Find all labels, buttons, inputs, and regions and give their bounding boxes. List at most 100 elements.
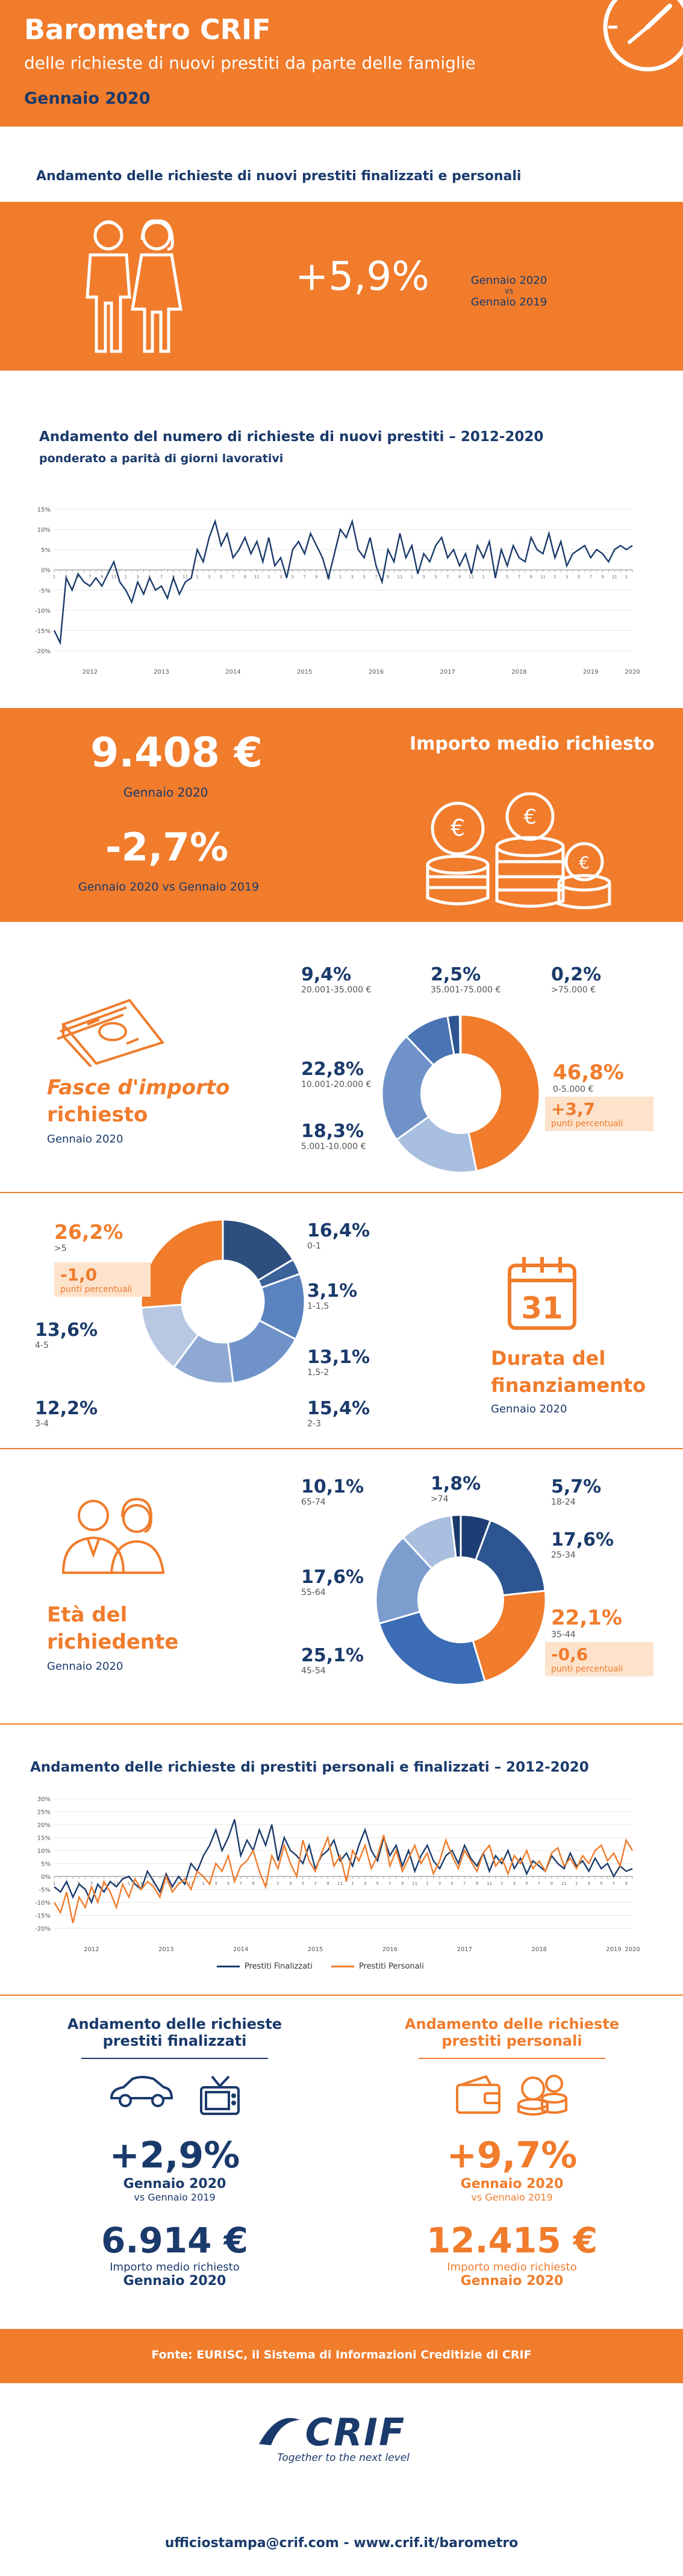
durata-date: Gennaio 2020 <box>491 1403 567 1415</box>
legend-finalizzati: Prestiti Finalizzati <box>217 1962 313 1971</box>
x-year-label: 2014 <box>225 669 240 675</box>
x-month-label: 5 <box>434 575 437 580</box>
x-month-label: 11 <box>114 1881 119 1886</box>
x-month-label: 9 <box>243 575 246 580</box>
fasce-value-2: 18,3% <box>301 1121 364 1142</box>
legend-personali: Prestiti Personali <box>331 1962 424 1971</box>
x-month-label: 7 <box>165 1881 167 1886</box>
finalizzati-title-2: prestiti finalizzati <box>102 2032 247 2049</box>
eta-value-1: 5,7% <box>551 1476 602 1497</box>
x-month-label: 5 <box>292 575 294 580</box>
finalizzati-caption1: Gennaio 2020 <box>123 2176 226 2192</box>
eta-date: Gennaio 2020 <box>47 1660 123 1673</box>
fasce-delta-box: +3,7 punti percentuali <box>545 1097 653 1131</box>
x-year-label: 2015 <box>308 1946 323 1953</box>
fasce-value-4: 9,4% <box>301 964 352 985</box>
x-year-label: 2016 <box>382 1946 398 1953</box>
x-month-label: 11 <box>398 575 403 580</box>
x-month-label: 7 <box>375 575 377 580</box>
eta-range-5: 55-64 <box>301 1588 326 1597</box>
x-month-label: 5 <box>302 1881 304 1886</box>
x-year-label: 2014 <box>233 1946 248 1953</box>
durata-range-3: 1,5-2 <box>307 1368 329 1377</box>
x-month-label: 7 <box>463 1881 466 1886</box>
durata-label-13-6: 13,6% 4-5 <box>35 1320 98 1350</box>
compass-icon <box>603 0 683 72</box>
eta-value-2: 17,6% <box>551 1529 614 1550</box>
durata-range-4: 2-3 <box>307 1419 321 1429</box>
x-month-label: 9 <box>101 575 103 580</box>
fasce-value-1: 46,8% <box>553 1061 624 1085</box>
eta-label-22-1: 22,1% 35-44 <box>551 1606 622 1640</box>
x-month-label: 7 <box>239 1881 242 1886</box>
compare-line2: vs <box>504 287 514 296</box>
x-month-label: 3 <box>208 575 210 580</box>
x-month-label: 5 <box>600 1881 602 1886</box>
x-month-label: 3 <box>422 575 425 580</box>
eta-range-2: 25-34 <box>551 1550 576 1560</box>
fasce-range-6: >75.000 € <box>551 985 596 995</box>
x-month-label: 5 <box>363 575 365 580</box>
eta-value-7: 1,8% <box>431 1473 481 1494</box>
section1-value: +5,9% <box>295 253 429 299</box>
footer-source: Fonte: EURISC, il Sistema di Informazion… <box>151 2348 532 2361</box>
durata-value-7: 26,2% <box>54 1220 123 1244</box>
x-month-label: 1 <box>482 575 484 580</box>
fasce-delta-value: +3,7 <box>551 1099 596 1119</box>
divider-4 <box>0 1995 683 1996</box>
eta-value-5: 17,6% <box>301 1567 364 1588</box>
x-year-label: 2016 <box>369 669 384 675</box>
eta-range-1: 18-24 <box>551 1497 576 1507</box>
fasce-delta-label: punti percentuali <box>551 1119 623 1129</box>
x-month-label: 7 <box>314 1881 316 1886</box>
x-month-label: 11 <box>487 1881 492 1886</box>
footer-source-banner: Fonte: EURISC, il Sistema di Informazion… <box>0 2329 683 2383</box>
chart1-subtitle: ponderato a parità di giorni lavorativi <box>39 452 284 465</box>
fasce-label-0-2: 0,2% >75.000 € <box>551 964 601 995</box>
fasce-label-18-3: 18,3% 5.001-10.000 € <box>301 1121 366 1152</box>
x-month-label: 11 <box>111 575 117 580</box>
eta-range-4: 45-54 <box>301 1666 326 1676</box>
y-tick-label: 25% <box>37 1810 51 1816</box>
tv-icon <box>200 2075 240 2115</box>
fasce-label-22-8: 22,8% 10.001-20.000 € <box>301 1059 371 1089</box>
durata-delta-value: -1,0 <box>60 1265 98 1285</box>
eta-label-1-8: 1,8% >74 <box>431 1473 481 1504</box>
donut-slice-7 <box>140 1218 224 1309</box>
importo-change-caption: Gennaio 2020 vs Gennaio 2019 <box>78 880 260 894</box>
footer-contact[interactable]: ufficiostampa@crif.com - www.crif.it/bar… <box>164 2536 519 2551</box>
x-month-label: 11 <box>337 1881 343 1886</box>
car-icon <box>110 2076 173 2107</box>
donut-slice-2 <box>474 1519 546 1597</box>
durata-title-2: finanziamento <box>491 1374 646 1397</box>
importo-change: -2,7% <box>105 826 229 870</box>
eta-delta-box: -0,6 punti percentuali <box>545 1642 653 1676</box>
y-tick-label: -15% <box>35 1913 51 1920</box>
finalizzati-icons <box>18 2074 331 2116</box>
finalizzati-panel: Andamento delle richieste prestiti final… <box>18 2016 331 2289</box>
x-month-label: 5 <box>376 1881 379 1886</box>
x-month-label: 3 <box>214 1881 217 1886</box>
donut-slice-3 <box>472 1590 547 1683</box>
personali-value: +9,7% <box>446 2134 578 2176</box>
x-month-label: 7 <box>90 1881 93 1886</box>
durata-label-16-4: 16,4% 0-1 <box>307 1220 370 1251</box>
y-tick-label: -5% <box>39 588 51 594</box>
finalizzati-value: +2,9% <box>109 2134 240 2176</box>
chart1-line-chart: 15%10%5%0%-5%-10%-15%-20%1 3 5 7 9 11 1 3 5 7 9 11 1… <box>35 507 640 675</box>
personali-title-underline <box>419 2058 605 2059</box>
x-month-label: 3 <box>513 1881 516 1886</box>
x-month-label: 1 <box>196 575 198 580</box>
crif-logo-text: CRIF <box>305 2410 406 2454</box>
x-month-label: 3 <box>65 1881 67 1886</box>
donut-slice-7 <box>450 1514 462 1559</box>
y-tick-label: -10% <box>35 1900 51 1907</box>
fasce-date: Gennaio 2020 <box>47 1133 123 1145</box>
x-month-label: 7 <box>589 575 591 580</box>
eta-range-7: >74 <box>431 1494 449 1504</box>
x-month-label: 11 <box>412 1881 417 1886</box>
x-month-label: 3 <box>351 575 354 580</box>
section1-compare: Gennaio 2020 vs Gennaio 2019 <box>458 274 560 309</box>
crif-logo[interactable]: CRIF Together to the next level <box>253 2410 434 2464</box>
y-tick-label: 5% <box>41 1861 51 1868</box>
